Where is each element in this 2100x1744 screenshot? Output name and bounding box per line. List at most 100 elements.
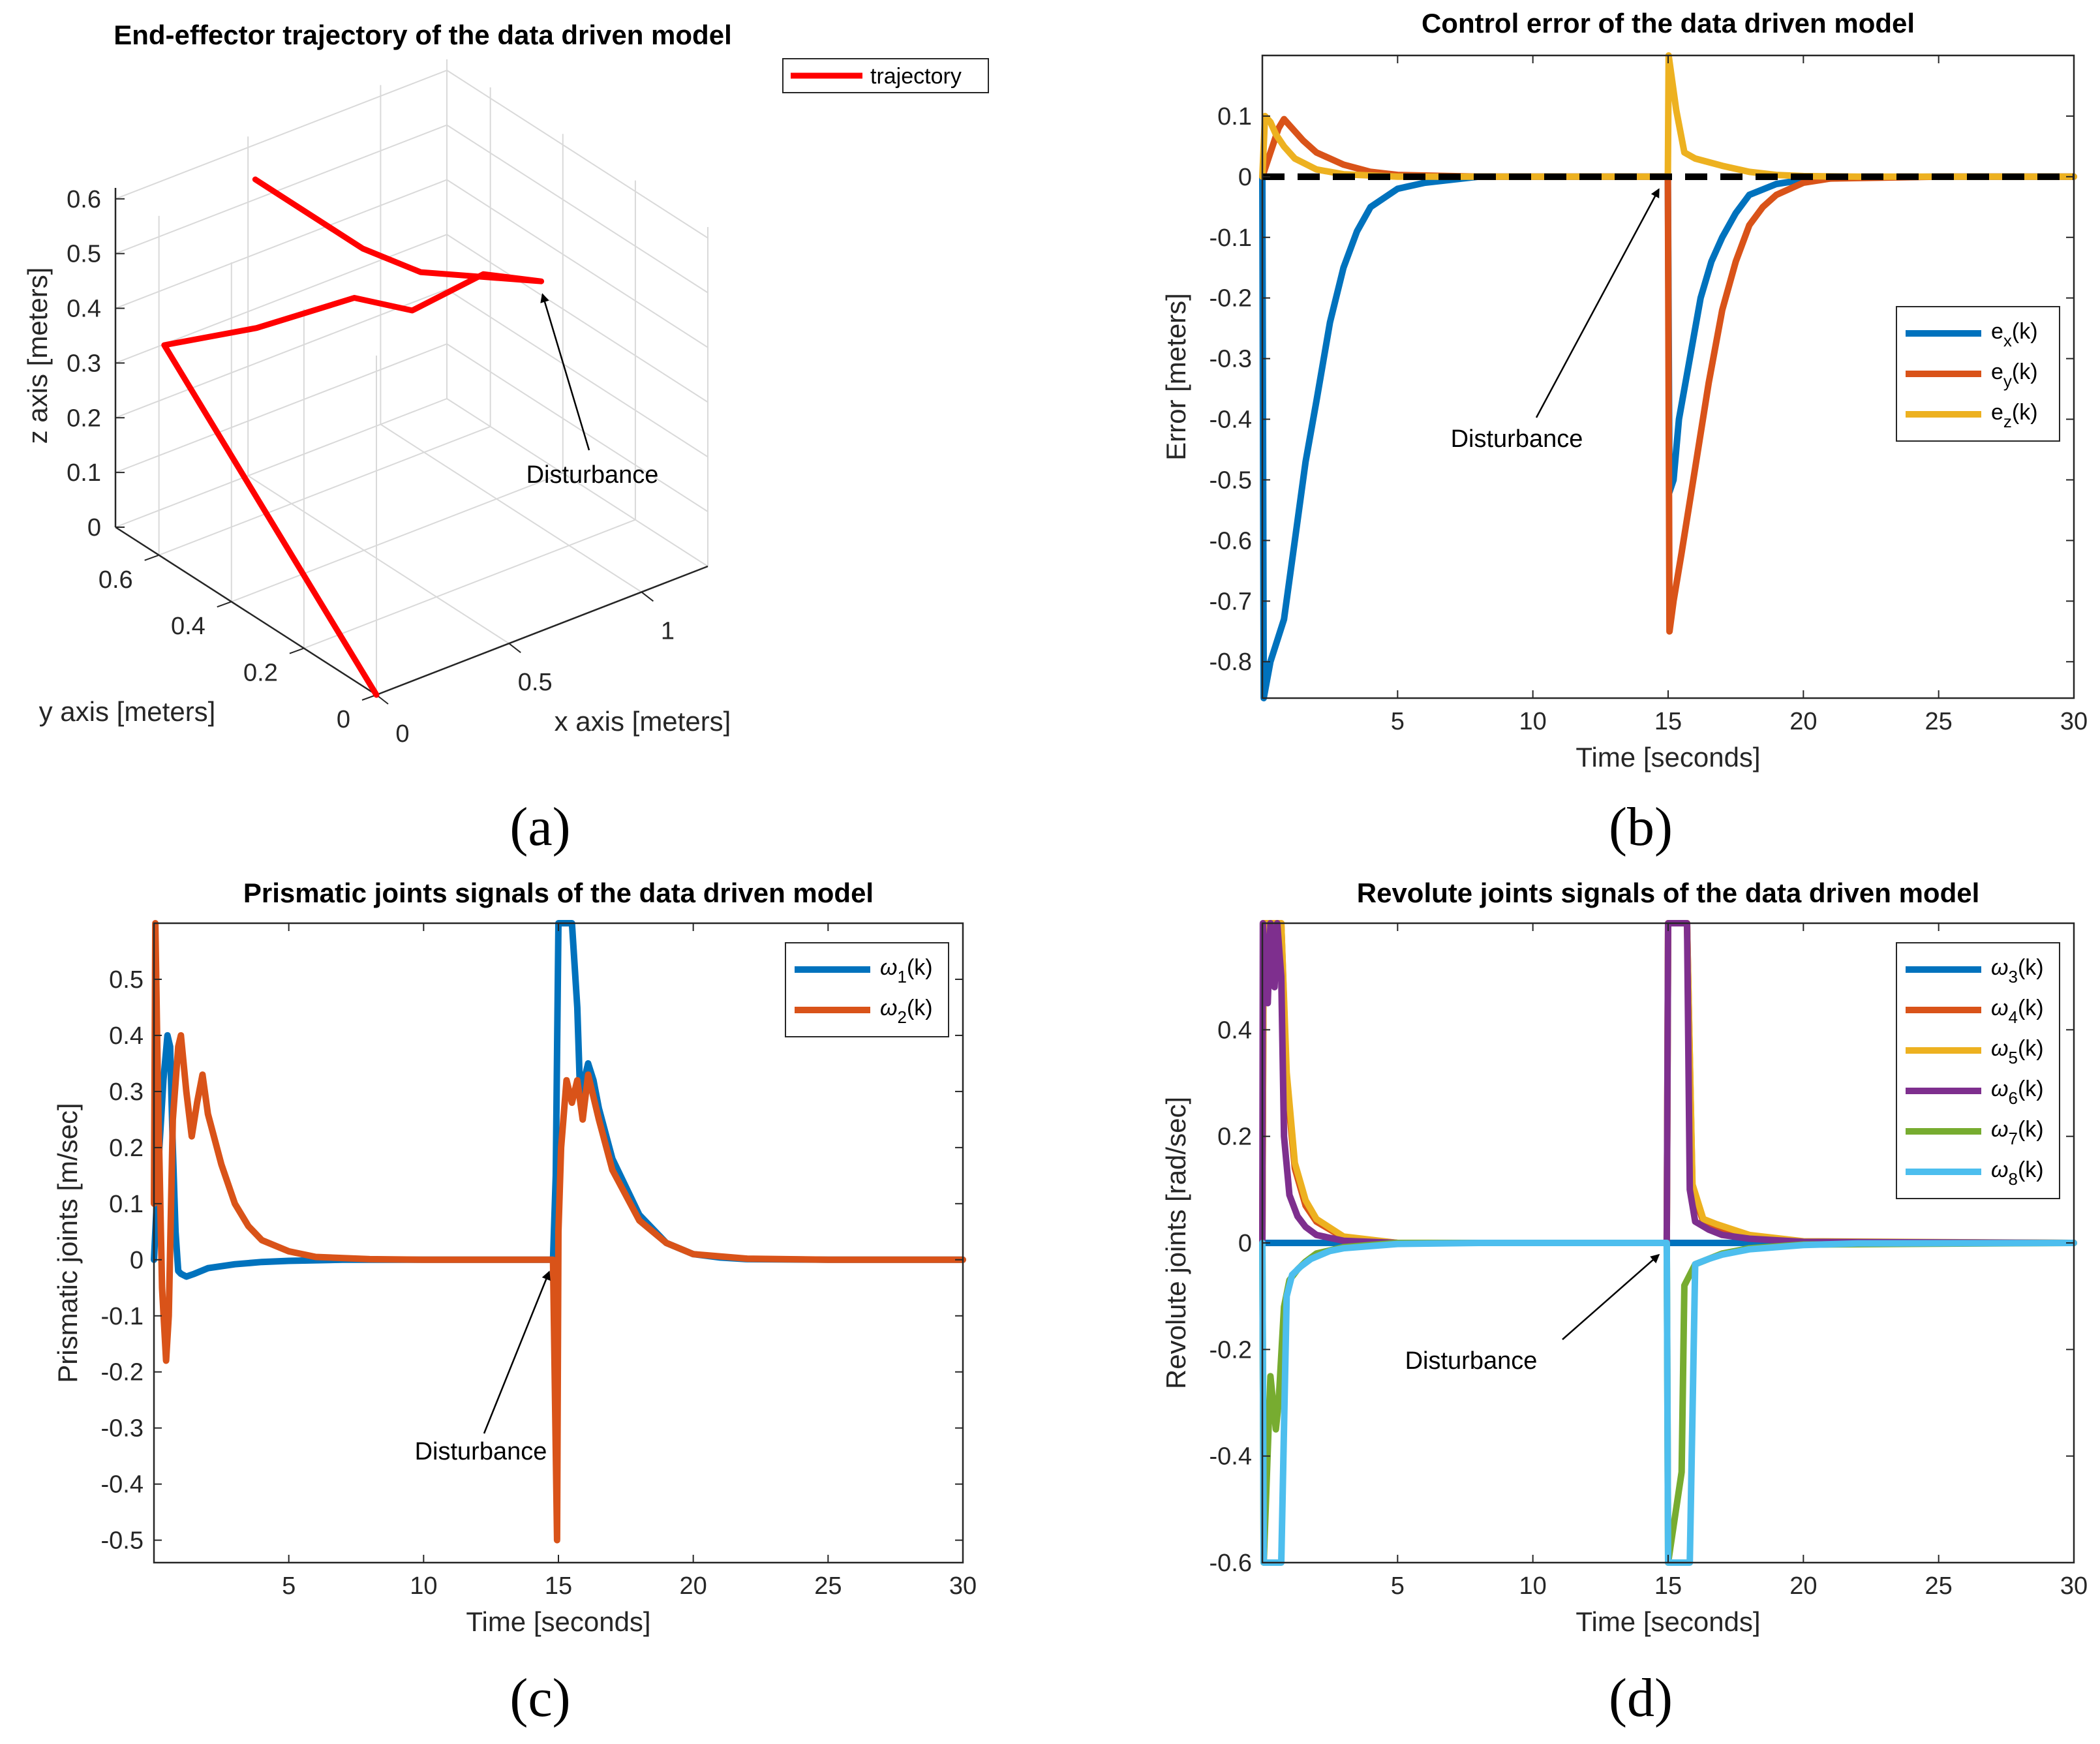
x-tick-label: 5 [1391, 708, 1405, 735]
grid-line [446, 288, 708, 458]
grid-line [159, 425, 491, 556]
grid-line [380, 423, 642, 593]
x-tick-label: 10 [1519, 708, 1547, 735]
x-tick-label: 0 [395, 720, 409, 748]
legend-box [785, 942, 949, 1037]
chart-title: Prismatic joints signals of the data dri… [243, 878, 874, 908]
legend-box [1896, 942, 2060, 1199]
series-line-8 [1259, 1240, 2077, 1566]
y-axis-label: Error [meters] [1161, 293, 1191, 461]
y-tick-label: -0.3 [1210, 346, 1252, 373]
x-axis-label: Time [seconds] [1575, 742, 1760, 773]
annotation-label: Disturbance [526, 461, 659, 489]
x-tick-label: 1 [661, 617, 675, 645]
z-tick-label: 0.4 [67, 296, 101, 323]
legend-entry: ω8(k) [1991, 1157, 2044, 1189]
y-tick-label: 0.2 [109, 1135, 144, 1162]
y-tick-label: -0.1 [1210, 224, 1252, 252]
x-tick-label: 20 [1789, 708, 1817, 735]
z-tick-label: 0.3 [67, 350, 101, 377]
grid-line [115, 288, 448, 419]
legend-entry: ez(k) [1991, 400, 2038, 431]
annotation-label: Disturbance [1451, 425, 1583, 453]
chart-title: Revolute joints signals of the data driv… [1357, 878, 1980, 908]
z-tick-label: 0.5 [67, 241, 101, 268]
y-tick-label: 0 [130, 1247, 144, 1274]
y-tick-label: 0 [1238, 164, 1252, 191]
y-tick-label: -0.8 [1210, 649, 1252, 676]
x-tick-label: 15 [1654, 708, 1682, 735]
chart-title: End-effector trajectory of the data driv… [114, 20, 732, 50]
y-tick-label: -0.1 [101, 1303, 144, 1330]
panel-label: (d) [1609, 1668, 1673, 1728]
legend: ω1(k) ω2(k) [785, 942, 949, 1037]
grid-line [115, 69, 448, 200]
y-tick-mark [289, 647, 305, 654]
legend-entry: ω6(k) [1991, 1077, 2044, 1108]
y-tick-label: -0.6 [1210, 1550, 1252, 1577]
grid-line [247, 475, 510, 645]
legend-entry: ω3(k) [1991, 955, 2044, 987]
x-axis-label: x axis [meters] [555, 706, 731, 737]
series-line-2 [151, 920, 966, 1544]
grid-line [231, 472, 564, 603]
y-tick-label: -0.4 [101, 1471, 144, 1499]
grid-line [446, 69, 708, 239]
grid-line [115, 398, 448, 528]
x-tick-label: 30 [2060, 1572, 2088, 1600]
x-tick-label: 10 [410, 1572, 437, 1600]
y-tick-label: 0.1 [1217, 103, 1252, 130]
x-tick-label: 5 [1391, 1572, 1405, 1600]
y-axis-label: y axis [meters] [39, 696, 216, 727]
annotation-arrow [1562, 1253, 1660, 1340]
legend-entry: ey(k) [1991, 360, 2038, 391]
panel-label: (b) [1609, 797, 1673, 857]
y-tick-label: 0.2 [243, 660, 278, 687]
annotation-arrow [1535, 188, 1660, 418]
legend: ex(k) ey(k) ez(k) [1896, 306, 2060, 442]
annotation-label: Disturbance [415, 1438, 547, 1465]
grid-line [303, 519, 636, 649]
x-tick-label: 20 [680, 1572, 707, 1600]
y-tick-label: -0.5 [101, 1527, 144, 1555]
grid-line [115, 124, 448, 254]
grid-line [446, 179, 708, 348]
y-tick-label: -0.2 [1210, 285, 1252, 313]
legend-entry: ω2(k) [880, 996, 933, 1027]
x-tick-label: 15 [545, 1572, 572, 1600]
chart-title: Control error of the data driven model [1422, 8, 1915, 38]
y-tick-mark [144, 554, 160, 561]
y-tick-label: -0.3 [101, 1415, 144, 1443]
x-tick-label: 0.5 [518, 669, 553, 696]
y-tick-label: -0.2 [1210, 1336, 1252, 1364]
z-tick-label: 0 [87, 514, 101, 542]
x-tick-label: 25 [1925, 708, 1953, 735]
y-tick-label: 0 [337, 706, 350, 733]
grid-line [446, 398, 708, 567]
x-axis-line [376, 565, 708, 696]
y-tick-label: 0.4 [109, 1022, 144, 1050]
y-tick-label: 0.5 [109, 966, 144, 994]
annotation-arrow [540, 293, 590, 451]
panel-label: (c) [510, 1668, 570, 1728]
y-axis-label: Prismatic joints [m/sec] [52, 1103, 83, 1383]
z-axis-label: z axis [meters] [22, 268, 53, 444]
x-tick-label: 30 [949, 1572, 977, 1600]
y-tick-label: 0.2 [1217, 1124, 1252, 1151]
x-axis-label: Time [seconds] [466, 1606, 650, 1637]
legend-entry: ω5(k) [1991, 1036, 2044, 1067]
y-tick-label: -0.4 [1210, 406, 1252, 434]
x-tick-label: 25 [814, 1572, 842, 1600]
x-tick-label: 25 [1925, 1572, 1953, 1600]
y-tick-label: -0.5 [1210, 467, 1252, 494]
z-tick-label: 0.6 [67, 186, 101, 213]
y-tick-label: 0.4 [1217, 1017, 1252, 1044]
annotation-arrow [483, 1270, 551, 1434]
x-tick-label: 15 [1654, 1572, 1682, 1600]
legend-entry: ex(k) [1991, 319, 2038, 350]
chart-panel-0: 0 0.5 1 0 0.2 0.4 0.6 0 0.1 0.2 0.3 0.4 0.5 0.6 x axis… [22, 20, 989, 857]
chart-panel-1: 5 10 15 20 25 30 0.1 0 -0.1 -0.2 -0.3 -0.4 -0.5 -0.6 -… [1161, 8, 2088, 857]
x-tick-label: 10 [1519, 1572, 1547, 1600]
x-axis-label: Time [seconds] [1575, 1606, 1760, 1637]
